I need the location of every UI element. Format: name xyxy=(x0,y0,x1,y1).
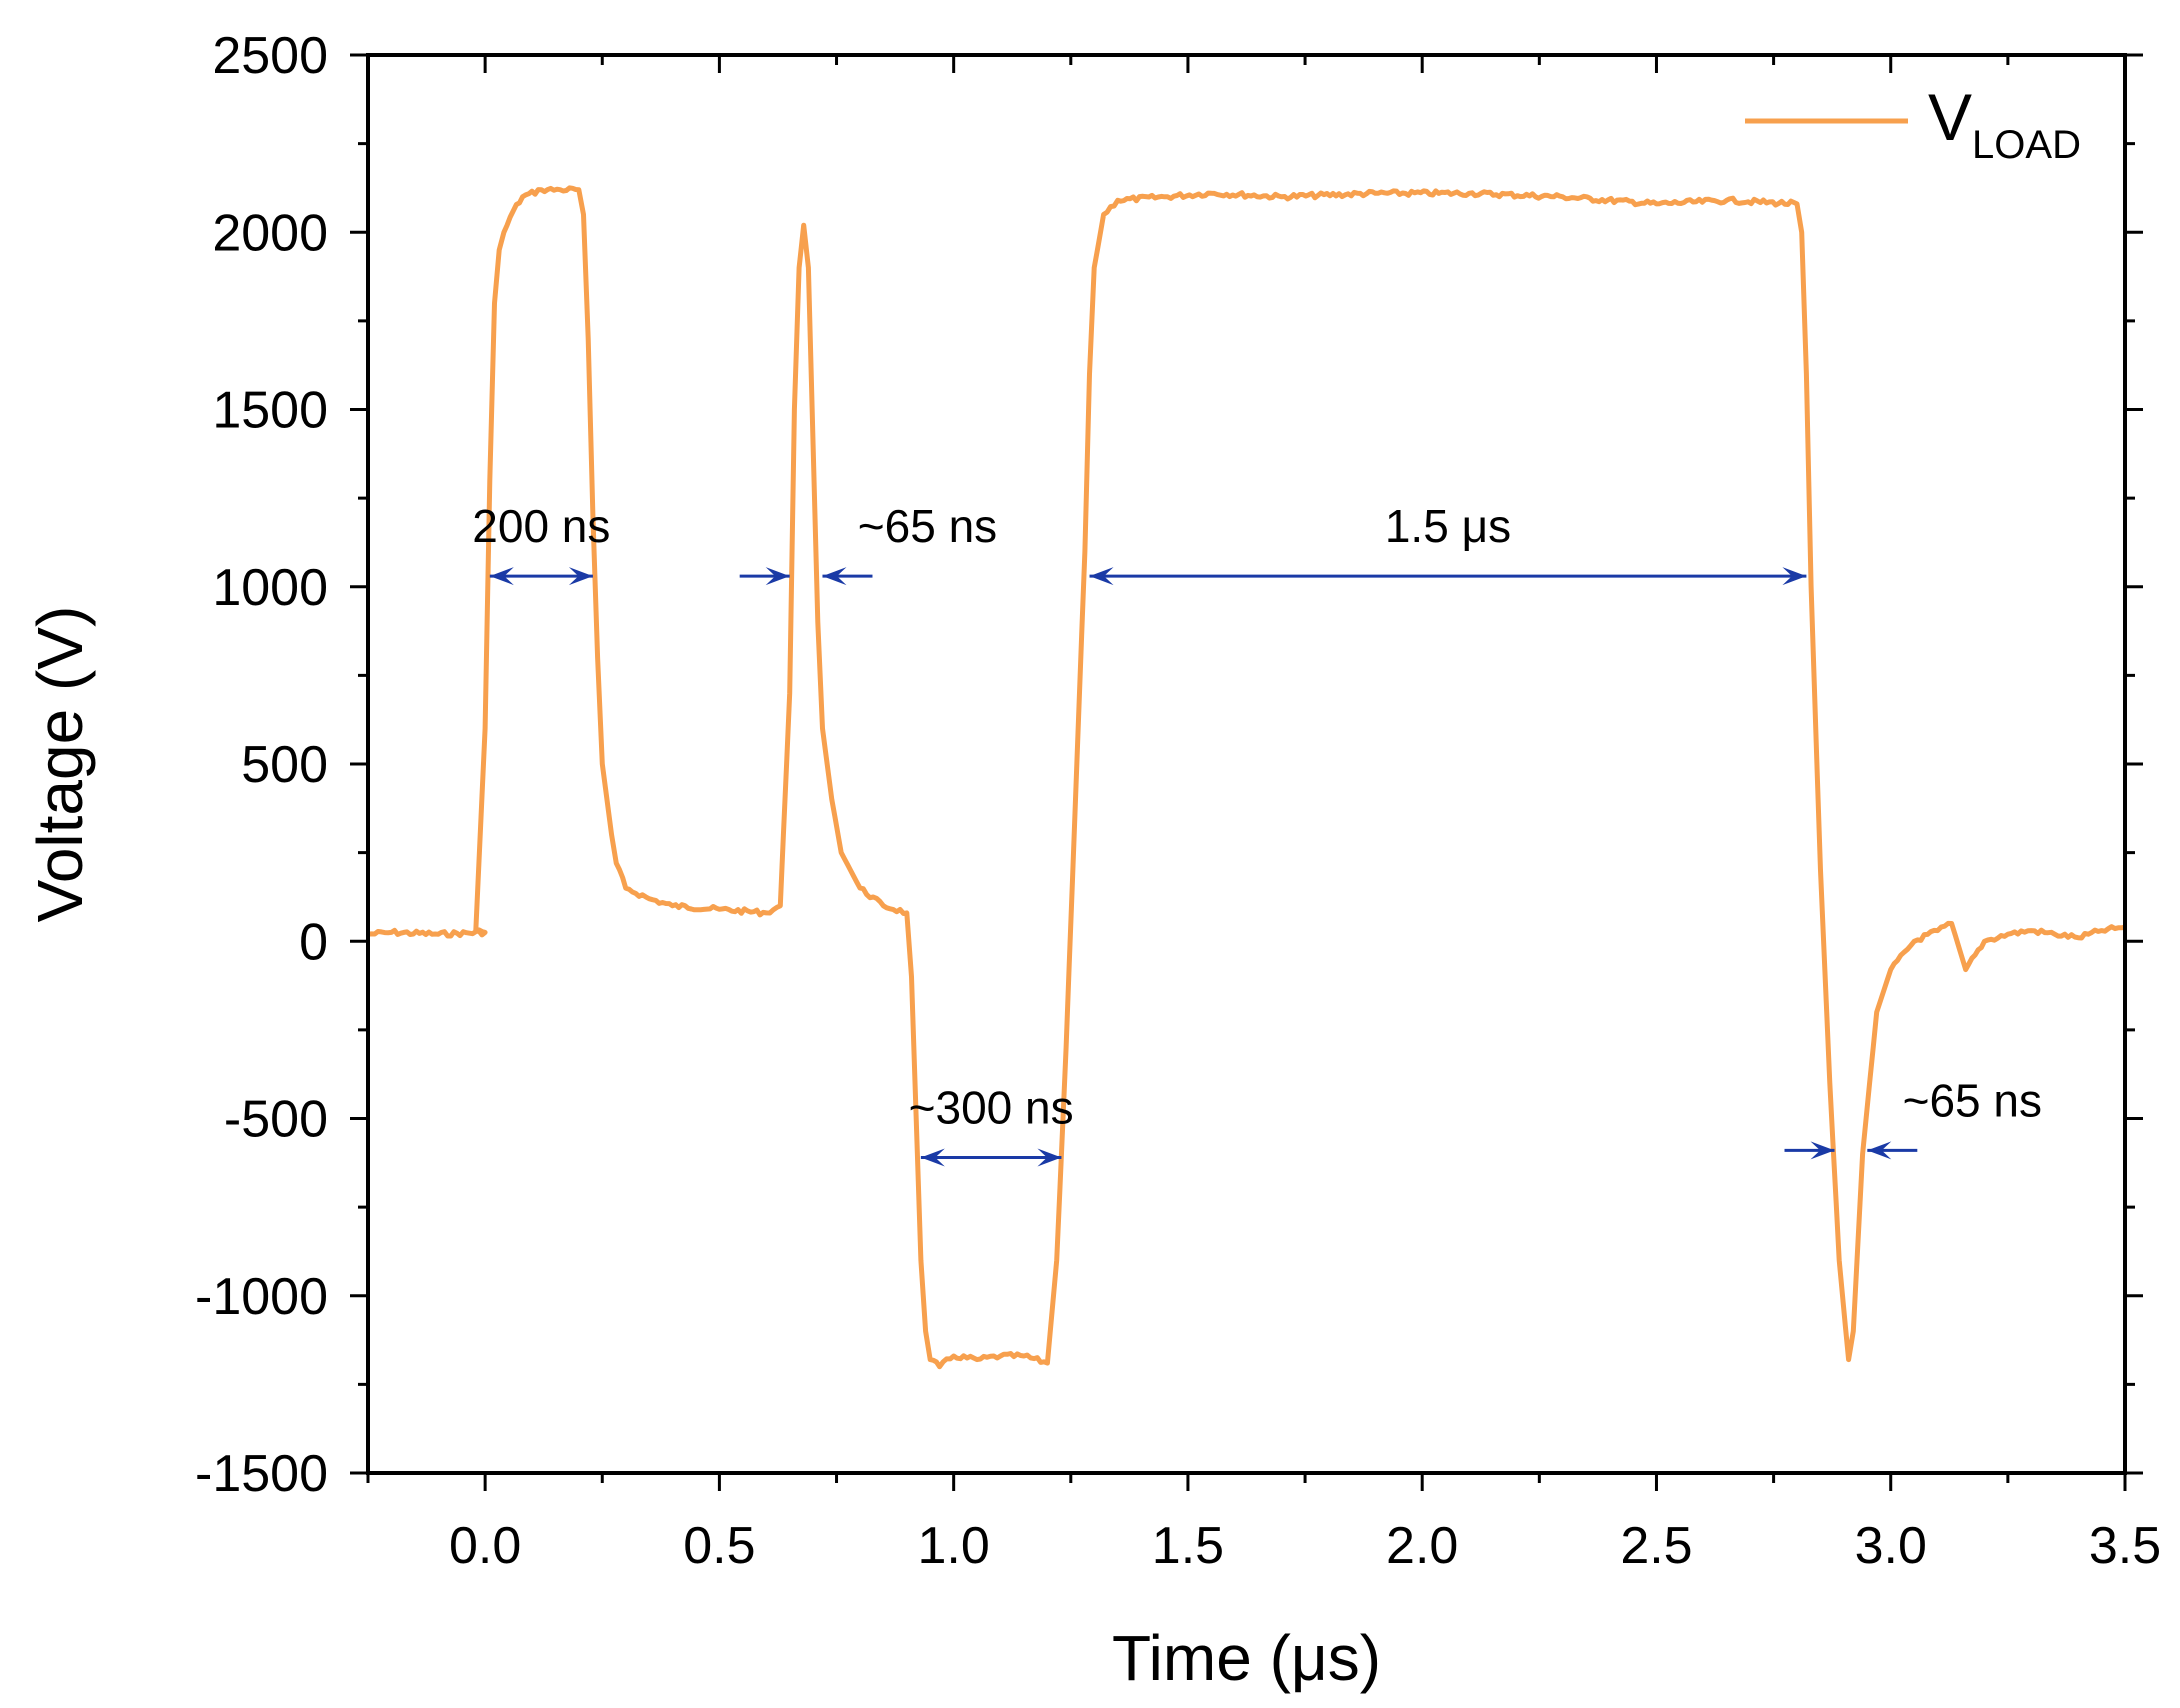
annotation-0: 200 ns xyxy=(472,500,610,586)
ticks-layer xyxy=(350,53,2143,1491)
x-tick-label: 3.0 xyxy=(1855,1517,1927,1575)
y-tick-label: -1500 xyxy=(195,1445,328,1503)
arrow-head xyxy=(1089,567,1114,586)
y-tick-label: 0 xyxy=(299,913,328,971)
y-tick-label: -1000 xyxy=(195,1268,328,1326)
annotation-label: ~300 ns xyxy=(909,1081,1074,1133)
annotation-label: ~65 ns xyxy=(1903,1074,2042,1126)
y-tick-label: -500 xyxy=(224,1091,328,1149)
x-tick-label: 0.0 xyxy=(449,1517,521,1575)
x-axis-title: Time (μs) xyxy=(1112,1622,1381,1694)
y-tick-label: 1500 xyxy=(212,382,328,440)
arrow-head xyxy=(1037,1148,1062,1167)
arrow-head xyxy=(568,567,593,586)
y-tick-label: 2500 xyxy=(212,27,328,85)
y-tick-label: 2000 xyxy=(212,204,328,262)
x-tick-label: 2.5 xyxy=(1620,1517,1692,1575)
x-tick-label: 0.5 xyxy=(683,1517,755,1575)
annotation-label: ~65 ns xyxy=(858,500,997,552)
y-tick-label: 500 xyxy=(241,736,328,794)
arrow-head xyxy=(489,567,514,586)
x-tick-label: 1.0 xyxy=(918,1517,990,1575)
x-tick-label: 1.5 xyxy=(1152,1517,1224,1575)
annotation-label: 1.5 μs xyxy=(1385,500,1511,552)
series-line-VLOAD xyxy=(367,185,2126,1370)
legend: VLOAD xyxy=(1745,80,2081,167)
annotation-label: 200 ns xyxy=(472,500,610,552)
arrow-head xyxy=(920,1148,945,1167)
annotation-3: ~300 ns xyxy=(909,1081,1074,1167)
arrow-head xyxy=(1867,1141,1892,1160)
labels-layer: 0.0 0.5 1.0 1.5 2.0 2.5 3.0 3.5 -1500 -1000 -500 0 5… xyxy=(24,27,2161,1694)
x-tick-label: 2.0 xyxy=(1386,1517,1458,1575)
annotation-4: ~65 ns xyxy=(1784,1074,2042,1160)
arrow-head xyxy=(1782,567,1807,586)
plot-frame xyxy=(366,53,2127,1475)
arrow-head xyxy=(822,567,847,586)
annotation-1: ~65 ns xyxy=(739,500,997,586)
x-tick-label: 3.5 xyxy=(2089,1517,2161,1575)
legend-label-subscript: LOAD xyxy=(1972,123,2081,167)
arrow-head xyxy=(765,567,790,586)
annotations-layer: 200 ns ~65 ns 1.5 μs ~300 ns ~65 ns xyxy=(472,500,2042,1167)
y-axis-title: Voltage (V) xyxy=(24,606,96,923)
legend-label: VLOAD xyxy=(1928,80,2081,167)
series-layer xyxy=(367,185,2126,1370)
legend-label-main: V xyxy=(1928,80,1972,154)
annotation-2: 1.5 μs xyxy=(1089,500,1807,586)
arrow-head xyxy=(1810,1141,1835,1160)
y-tick-label: 1000 xyxy=(212,559,328,617)
